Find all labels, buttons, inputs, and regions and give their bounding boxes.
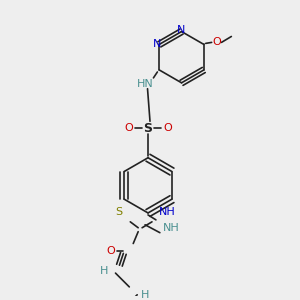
Text: N: N [177,25,186,34]
Text: N: N [153,39,162,50]
Text: NH: NH [159,207,176,217]
Text: S: S [143,122,152,135]
Text: S: S [115,207,122,217]
Text: O: O [124,123,133,133]
Text: NH: NH [163,223,180,233]
Text: O: O [106,246,115,256]
Text: H: H [100,266,108,276]
Text: H: H [141,290,149,300]
Text: O: O [212,38,221,47]
Text: HN: HN [137,79,154,89]
Text: O: O [164,123,172,133]
